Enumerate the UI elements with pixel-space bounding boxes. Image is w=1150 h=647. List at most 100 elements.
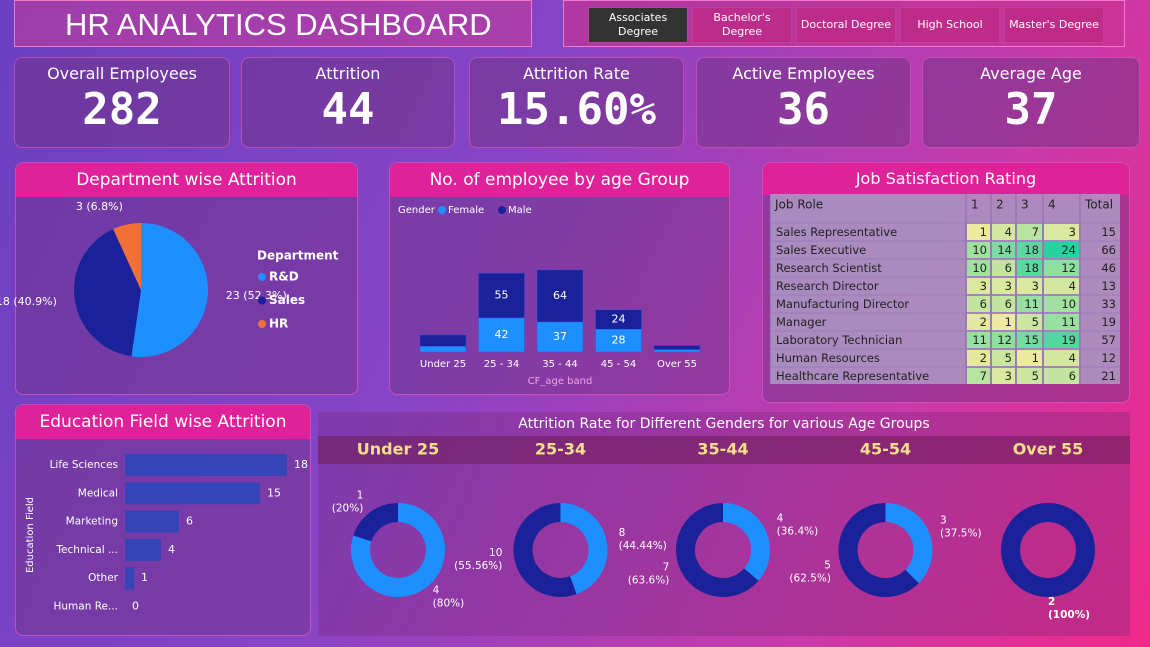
group-header: Under 25 [357, 440, 439, 459]
card-title: Job Satisfaction Rating [763, 163, 1129, 195]
legend-marker [498, 206, 506, 214]
data-label: (62.5%) [789, 573, 831, 585]
heat-cell [1017, 314, 1042, 330]
table-cell: 21 [1101, 369, 1116, 383]
table-cell: 6 [1005, 297, 1012, 311]
kpi-card: Active Employees 36 [696, 57, 911, 148]
table-cell: 19 [1061, 333, 1076, 347]
donut-slice [513, 503, 577, 597]
heat-cell [1044, 242, 1079, 258]
table-header: 4 [1048, 198, 1056, 212]
data-label: 6 [186, 515, 193, 528]
table-header: 1 [971, 198, 979, 212]
slicer-option[interactable]: Doctoral Degree [796, 7, 896, 43]
table-cell: 11 [972, 333, 987, 347]
panel-title: Attrition Rate for Different Genders for… [518, 416, 929, 432]
table-cell: 7 [1032, 225, 1039, 239]
table-cell: 10 [1061, 297, 1076, 311]
data-label: 4 [433, 585, 440, 597]
heat-cell [1017, 278, 1042, 294]
y-axis-title: Education Field [25, 497, 36, 573]
data-label: (63.6%) [628, 575, 670, 587]
heat-cell [992, 368, 1015, 384]
data-label: 1 [141, 571, 148, 584]
legend-marker [258, 296, 266, 305]
data-label: 55 [495, 289, 509, 302]
bar-segment [478, 272, 525, 319]
table-cell: 12 [997, 333, 1012, 347]
card-title: No. of employee by age Group [390, 163, 729, 197]
data-label: 4 [168, 543, 175, 556]
legend-label: HR [269, 317, 288, 331]
kpi-card: Attrition Rate 15.60% [469, 57, 684, 148]
table-cell: 18 [1024, 243, 1039, 257]
heat-cell [992, 314, 1015, 330]
x-tick-label: 25 - 34 [484, 359, 519, 370]
table-header: 2 [996, 198, 1004, 212]
heat-cell [1044, 278, 1079, 294]
pie-slice [113, 223, 141, 290]
pie-slice [131, 223, 209, 358]
kpi-label: Attrition Rate [523, 64, 630, 83]
table-cell: 5 [1005, 351, 1012, 365]
heat-cell [992, 242, 1015, 258]
table-cell: Sales Representative [776, 225, 897, 239]
heat-cell [967, 224, 990, 240]
table-cell: 3 [980, 279, 987, 293]
legend-marker [258, 273, 266, 281]
y-tick-label: Marketing [66, 516, 118, 528]
panel-header [318, 436, 1130, 464]
data-label: 2 [1048, 596, 1055, 608]
donut-slice [1000, 503, 1095, 598]
donut-slice [885, 503, 933, 584]
table-cell: Research Scientist [776, 261, 882, 275]
heat-cell [1044, 314, 1079, 330]
slicer-option[interactable]: Master's Degree [1004, 7, 1104, 43]
legend-title: Department [257, 249, 339, 263]
data-label: (37.5%) [940, 527, 982, 539]
slicer: Associates Degree Bachelor's Degree Doctor… [563, 0, 1125, 47]
table-cell: Manager [776, 315, 827, 329]
heat-cell [992, 260, 1015, 276]
bar [125, 538, 161, 561]
data-label: 10 [489, 547, 502, 559]
donut-slice [723, 503, 770, 581]
table-cell: 2 [980, 351, 987, 365]
table-cell: 6 [1069, 369, 1076, 383]
table-cell: 15 [1101, 225, 1116, 239]
kpi-value: 15.60% [497, 84, 656, 135]
data-label: (36.4%) [777, 525, 819, 537]
table-cell: 19 [1101, 315, 1116, 329]
heat-cell [967, 296, 990, 312]
data-label: 37 [553, 330, 567, 343]
x-tick-label: Over 55 [657, 359, 697, 370]
kpi-label: Attrition [315, 64, 381, 83]
slicer-option[interactable]: High School [900, 7, 1000, 43]
table-cell: 3 [1005, 369, 1012, 383]
y-tick-label: Life Sciences [50, 459, 118, 471]
y-tick-label: Medical [78, 487, 118, 499]
slicer-option[interactable]: Bachelor's Degree [692, 7, 792, 43]
group-header: 25-34 [535, 440, 586, 459]
donut-slice [675, 503, 759, 597]
kpi-card: Average Age 37 [922, 57, 1140, 148]
data-label: 7 [663, 562, 670, 574]
heat-cell [1017, 296, 1042, 312]
table-cell: 14 [997, 243, 1012, 257]
legend-label: R&D [269, 270, 299, 284]
kpi-card: Overall Employees 282 [14, 57, 230, 148]
slicer-option[interactable]: Associates Degree [588, 7, 688, 43]
table-cell: 46 [1101, 261, 1116, 275]
table-cell: 11 [1061, 315, 1076, 329]
table-cell: 57 [1101, 333, 1116, 347]
data-label: 5 [824, 560, 831, 572]
kpi-card: Attrition 44 [241, 57, 455, 148]
bar [125, 454, 287, 476]
table-cell: 12 [1101, 351, 1116, 365]
data-label: 64 [553, 289, 567, 302]
data-label: 23 (52.3%) [226, 289, 287, 302]
data-label: (100%) [1048, 609, 1090, 621]
heat-cell [992, 224, 1015, 240]
table-cell: 24 [1061, 243, 1076, 257]
